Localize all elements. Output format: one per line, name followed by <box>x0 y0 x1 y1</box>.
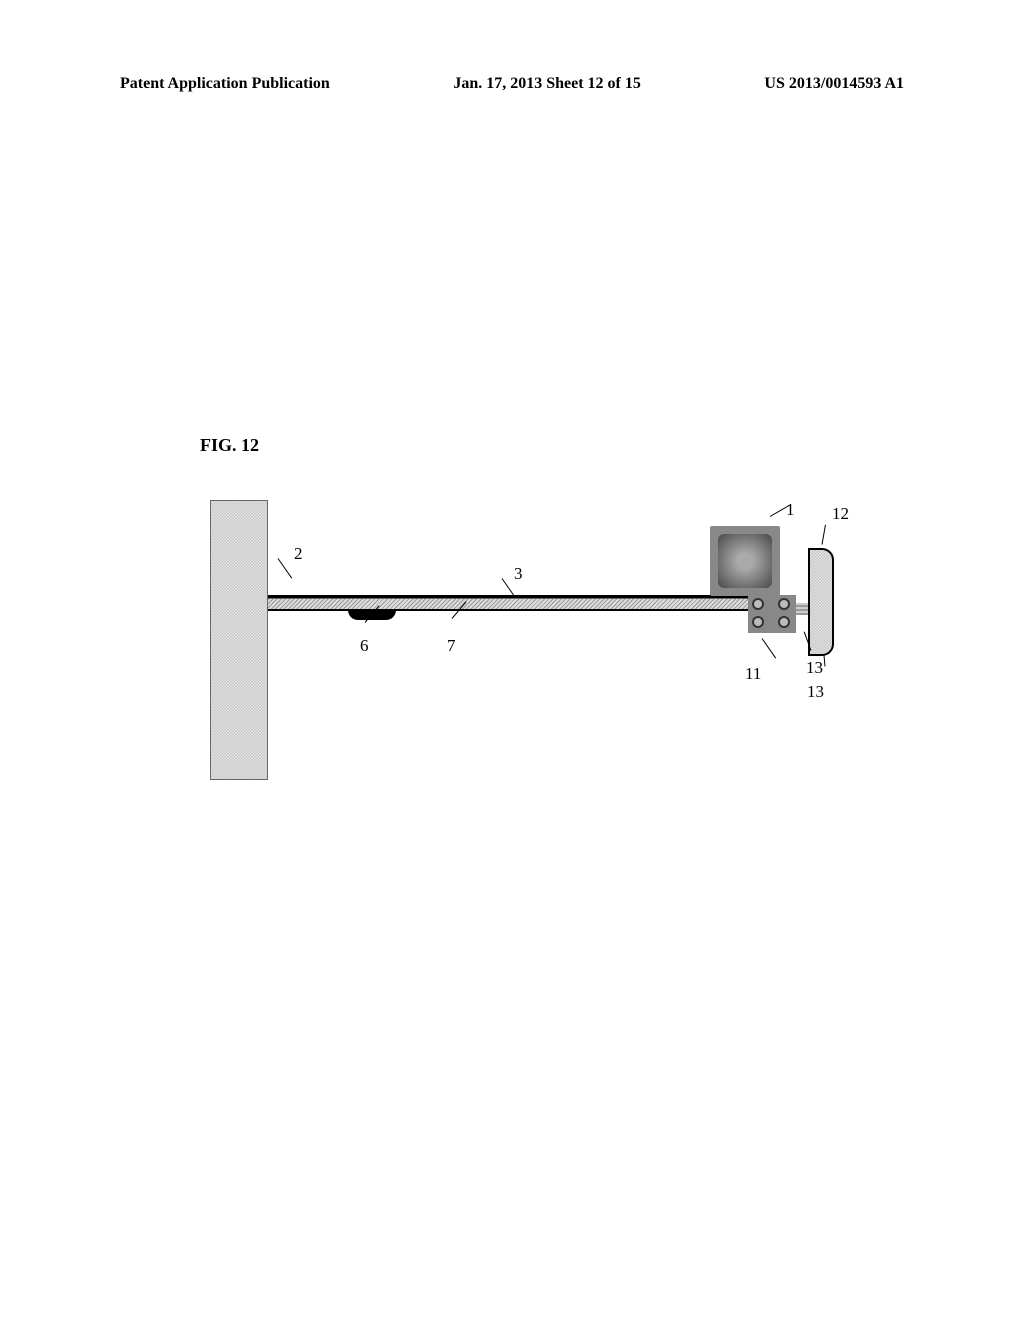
bolt-circle <box>778 616 790 628</box>
header-middle: Jan. 17, 2013 Sheet 12 of 15 <box>453 75 641 93</box>
header-left: Patent Application Publication <box>120 75 330 93</box>
ref-label-6: 6 <box>360 636 369 656</box>
ref-label-12: 12 <box>832 504 849 524</box>
leader-line <box>278 558 293 578</box>
beam-body-hatched <box>268 598 748 611</box>
ref-label-11: 11 <box>745 664 761 684</box>
ref-label-2: 2 <box>294 544 303 564</box>
figure-label: FIG. 12 <box>200 435 259 456</box>
figure-12: 2 3 6 7 1 12 11 13 13 <box>210 500 830 780</box>
ref-label-13: 13 <box>806 658 823 678</box>
leader-line <box>762 638 777 658</box>
ref-label-7: 7 <box>447 636 456 656</box>
wall-element <box>210 500 268 780</box>
bolt-circle <box>752 598 764 610</box>
page-header: Patent Application Publication Jan. 17, … <box>120 75 904 93</box>
bolt-circle <box>778 598 790 610</box>
ref-label-3: 3 <box>514 564 523 584</box>
bolt-circle <box>752 616 764 628</box>
header-right: US 2013/0014593 A1 <box>764 75 904 93</box>
end-cap <box>808 548 834 656</box>
ref-label-13b: 13 <box>807 682 824 702</box>
ref-label-1: 1 <box>786 500 795 520</box>
leader-line <box>822 525 826 545</box>
leader-line <box>823 655 825 667</box>
sensor-inner <box>718 534 772 588</box>
